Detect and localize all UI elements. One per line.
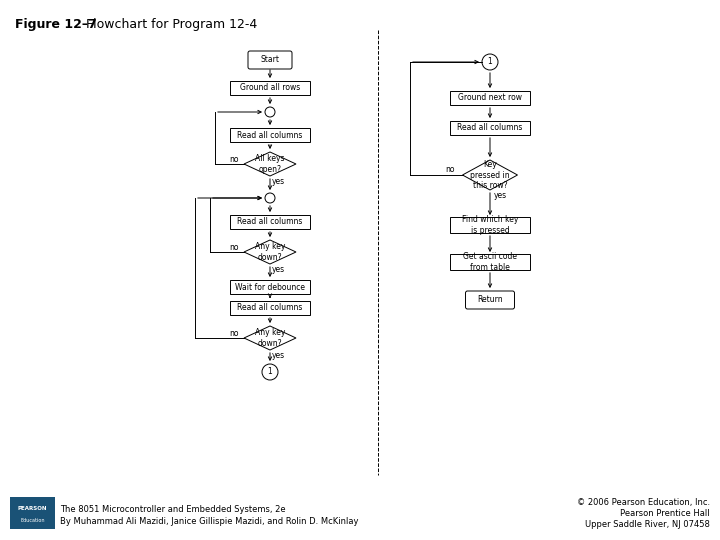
Text: Get ascii code
from table: Get ascii code from table [463, 252, 517, 272]
Polygon shape [244, 326, 296, 350]
Text: All keys
open?: All keys open? [256, 154, 284, 174]
Bar [230, 81, 310, 95]
Text: no: no [229, 329, 239, 339]
Text: Upper Saddle River, NJ 07458: Upper Saddle River, NJ 07458 [585, 520, 710, 529]
Bar [230, 128, 310, 142]
Text: Read all columns: Read all columns [457, 124, 523, 132]
Text: Read all columns: Read all columns [238, 131, 302, 139]
Text: Education: Education [20, 517, 45, 523]
Bar [450, 121, 530, 135]
Text: yes: yes [271, 177, 284, 186]
Text: Any key
down?: Any key down? [255, 242, 285, 262]
Circle shape [265, 193, 275, 203]
Text: Ground next row: Ground next row [458, 93, 522, 103]
Text: Find which key
is pressed: Find which key is pressed [462, 215, 518, 235]
Text: no: no [229, 244, 239, 253]
Text: Any key
down?: Any key down? [255, 328, 285, 348]
Text: Ground all rows: Ground all rows [240, 84, 300, 92]
Circle shape [262, 364, 278, 380]
Circle shape [265, 107, 275, 117]
FancyBboxPatch shape [10, 497, 55, 529]
Circle shape [482, 54, 498, 70]
Text: no: no [229, 156, 239, 165]
Bar [450, 91, 530, 105]
Polygon shape [244, 152, 296, 176]
Text: yes: yes [493, 192, 507, 200]
Text: © 2006 Pearson Education, Inc.: © 2006 Pearson Education, Inc. [577, 498, 710, 507]
Bar [230, 280, 310, 294]
Bar [450, 254, 530, 270]
Polygon shape [244, 240, 296, 264]
Text: Read all columns: Read all columns [238, 218, 302, 226]
FancyBboxPatch shape [248, 51, 292, 69]
Bar [450, 217, 530, 233]
Text: Start: Start [261, 56, 279, 64]
Polygon shape [462, 160, 518, 190]
Text: By Muhammad Ali Mazidi, Janice Gillispie Mazidi, and Rolin D. McKinlay: By Muhammad Ali Mazidi, Janice Gillispie… [60, 517, 359, 526]
Text: Flowchart for Program 12-4: Flowchart for Program 12-4 [70, 18, 257, 31]
Text: PEARSON: PEARSON [18, 505, 48, 511]
Text: 1: 1 [487, 57, 492, 66]
Text: The 8051 Microcontroller and Embedded Systems, 2e: The 8051 Microcontroller and Embedded Sy… [60, 505, 286, 514]
Text: Wait for debounce: Wait for debounce [235, 282, 305, 292]
FancyBboxPatch shape [466, 291, 515, 309]
Text: yes: yes [271, 265, 284, 273]
Text: Read all columns: Read all columns [238, 303, 302, 313]
Text: 1: 1 [268, 368, 272, 376]
Text: Return: Return [477, 295, 503, 305]
Text: no: no [446, 165, 455, 174]
Text: yes: yes [271, 350, 284, 360]
Bar [230, 301, 310, 315]
Text: Figure 12–7: Figure 12–7 [15, 18, 96, 31]
Bar [230, 215, 310, 229]
Text: Pearson Prentice Hall: Pearson Prentice Hall [621, 509, 710, 518]
Text: Key
pressed in
this row?: Key pressed in this row? [470, 160, 510, 190]
